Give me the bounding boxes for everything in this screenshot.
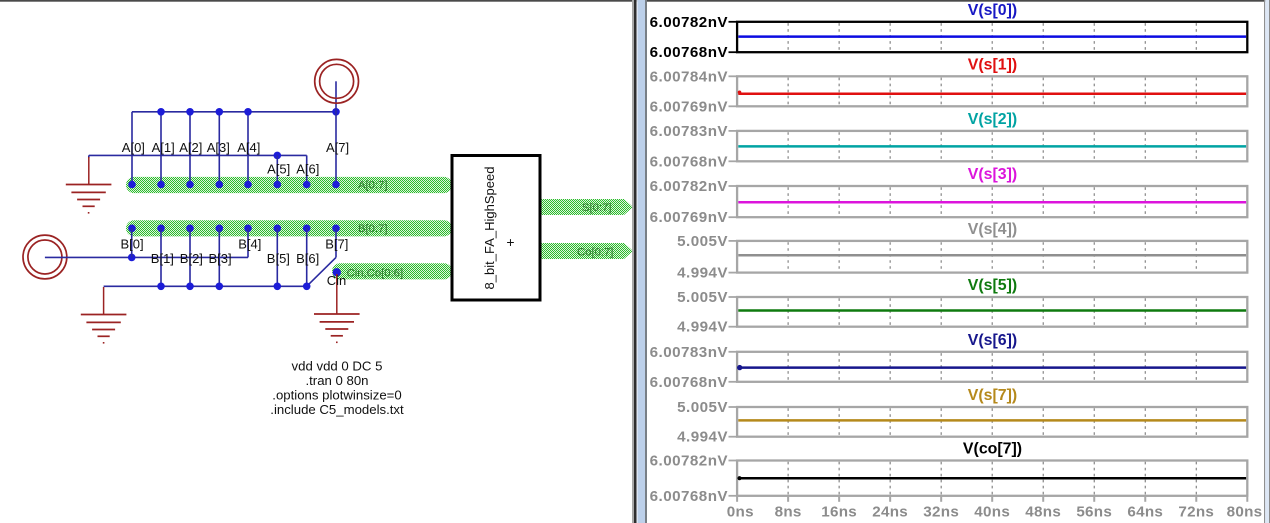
svg-text:6.00768nV: 6.00768nV xyxy=(650,488,729,505)
svg-text:0ns: 0ns xyxy=(727,504,754,521)
svg-text:4.994V: 4.994V xyxy=(677,319,728,336)
svg-text:V(s[5]): V(s[5]) xyxy=(968,277,1017,294)
svg-text:5.005V: 5.005V xyxy=(677,233,728,250)
svg-text:B[2]: B[2] xyxy=(180,251,203,266)
svg-text:6.00782nV: 6.00782nV xyxy=(650,14,729,31)
svg-text:A[6]: A[6] xyxy=(296,162,319,177)
svg-text:.tran 0 80n: .tran 0 80n xyxy=(305,373,368,388)
svg-text:+: + xyxy=(506,234,514,250)
svg-text:64ns: 64ns xyxy=(1127,504,1163,521)
svg-text:6.00782nV: 6.00782nV xyxy=(650,178,729,195)
svg-text:B[0:7]: B[0:7] xyxy=(358,223,388,235)
svg-text:24ns: 24ns xyxy=(872,504,908,521)
svg-text:B[5]: B[5] xyxy=(267,251,290,266)
svg-text:V(s[4]): V(s[4]) xyxy=(968,221,1017,238)
svg-text:V(co[7]): V(co[7]) xyxy=(963,441,1022,458)
svg-text:V(s[1]): V(s[1]) xyxy=(968,56,1017,73)
svg-text:A[7]: A[7] xyxy=(326,140,349,155)
svg-text:16ns: 16ns xyxy=(821,504,857,521)
svg-text:6.00769nV: 6.00769nV xyxy=(650,98,729,115)
svg-text:6.00768nV: 6.00768nV xyxy=(650,44,729,61)
svg-text:Cin,Co[0:6]: Cin,Co[0:6] xyxy=(347,267,404,279)
svg-text:A[0:7]: A[0:7] xyxy=(358,180,388,192)
svg-text:B[4]: B[4] xyxy=(238,237,261,252)
svg-text:B[1]: B[1] xyxy=(151,251,174,266)
svg-text:B[7]: B[7] xyxy=(325,237,348,252)
svg-text:S[0:7]: S[0:7] xyxy=(582,202,612,214)
svg-text:8ns: 8ns xyxy=(775,504,802,521)
svg-text:vdd vdd 0 DC 5: vdd vdd 0 DC 5 xyxy=(292,358,383,373)
svg-text:V(s[3]): V(s[3]) xyxy=(968,166,1017,183)
svg-text:4.994V: 4.994V xyxy=(677,429,728,446)
svg-text:.options plotwinsize=0: .options plotwinsize=0 xyxy=(272,388,401,403)
svg-text:40ns: 40ns xyxy=(974,504,1010,521)
svg-text:80ns: 80ns xyxy=(1227,504,1263,521)
svg-text:V(s[6]): V(s[6]) xyxy=(968,332,1017,349)
svg-text:72ns: 72ns xyxy=(1178,504,1214,521)
svg-text:4.994V: 4.994V xyxy=(677,265,728,282)
svg-text:5.005V: 5.005V xyxy=(677,289,728,306)
svg-text:A[3]: A[3] xyxy=(207,140,230,155)
svg-text:A[2]: A[2] xyxy=(179,140,202,155)
svg-text:Co[0:7]: Co[0:7] xyxy=(577,246,613,258)
svg-text:56ns: 56ns xyxy=(1076,504,1112,521)
svg-text:B[6]: B[6] xyxy=(296,251,319,266)
svg-text:B[3]: B[3] xyxy=(209,251,232,266)
svg-text:48ns: 48ns xyxy=(1025,504,1061,521)
svg-text:A[5]: A[5] xyxy=(267,162,290,177)
svg-text:Cin: Cin xyxy=(327,273,347,288)
svg-text:6.00783nV: 6.00783nV xyxy=(650,123,729,140)
svg-text:6.00769nV: 6.00769nV xyxy=(650,209,729,226)
svg-text:6.00782nV: 6.00782nV xyxy=(650,453,729,470)
svg-text:V(s[7]): V(s[7]) xyxy=(968,387,1017,404)
svg-text:.include C5_models.txt: .include C5_models.txt xyxy=(270,402,404,417)
svg-text:5.005V: 5.005V xyxy=(677,399,728,416)
svg-text:B[0]: B[0] xyxy=(121,237,144,252)
svg-text:A[1]: A[1] xyxy=(152,140,175,155)
svg-text:32ns: 32ns xyxy=(923,504,959,521)
svg-text:V(s[2]): V(s[2]) xyxy=(968,111,1017,128)
svg-text:8_bit_FA_HighSpeed: 8_bit_FA_HighSpeed xyxy=(482,167,497,290)
svg-text:A[0]: A[0] xyxy=(122,140,145,155)
svg-text:V(s[0]): V(s[0]) xyxy=(968,2,1017,19)
svg-text:6.00784nV: 6.00784nV xyxy=(650,68,729,85)
svg-text:6.00768nV: 6.00768nV xyxy=(650,374,729,391)
svg-text:A[4]: A[4] xyxy=(237,140,260,155)
svg-text:6.00768nV: 6.00768nV xyxy=(650,153,729,170)
svg-text:6.00783nV: 6.00783nV xyxy=(650,344,729,361)
